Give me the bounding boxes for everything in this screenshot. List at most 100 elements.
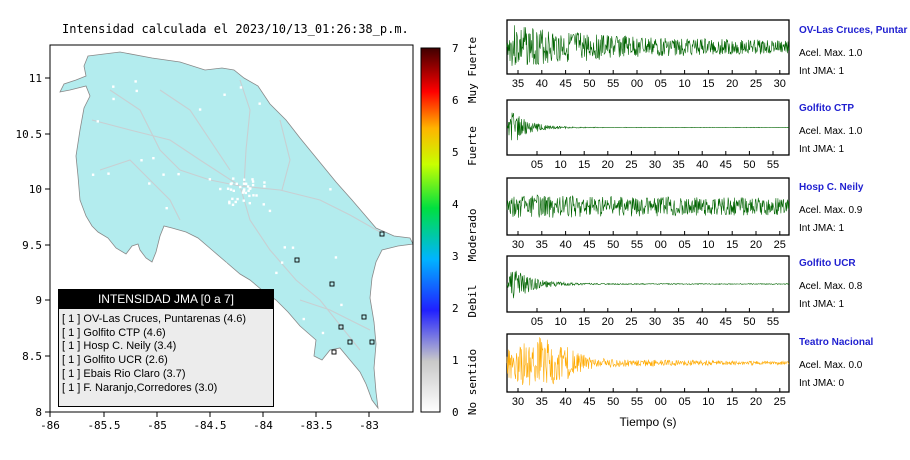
town-dot bbox=[243, 188, 246, 191]
station-jma-2: Int JMA: 1 bbox=[799, 223, 845, 234]
town-dot bbox=[96, 120, 99, 123]
map-y-tick-label: 9 bbox=[35, 294, 42, 307]
town-dot bbox=[232, 177, 235, 180]
map-y-tick-label: 10 bbox=[29, 183, 42, 196]
station-markers bbox=[294, 231, 385, 355]
seismogram-tick-label: 05 bbox=[531, 159, 543, 171]
seismogram-tick-label: 35 bbox=[672, 159, 684, 171]
town-dot bbox=[239, 86, 243, 89]
seismogram-tick-label: 20 bbox=[602, 316, 614, 328]
seismogram-tick-label: 15 bbox=[578, 159, 590, 171]
station-acel-2: Acel. Max. 0.9 bbox=[799, 205, 863, 216]
map-y-tick-label: 8.5 bbox=[22, 350, 42, 363]
town-dot bbox=[262, 203, 265, 206]
seismogram-tick-label: 20 bbox=[726, 78, 738, 90]
legend-item: [ 1 ] Ebais Rio Claro (3.7) bbox=[62, 367, 186, 380]
seismogram-tick-label: 45 bbox=[583, 239, 595, 251]
colorbar-tick-label: 1 bbox=[452, 354, 459, 367]
town-dot bbox=[148, 182, 151, 185]
town-dot bbox=[334, 256, 338, 259]
town-dot bbox=[231, 203, 235, 206]
town-dot bbox=[248, 201, 252, 205]
town-dot bbox=[258, 102, 261, 105]
town-dot bbox=[252, 194, 255, 197]
waveform-trace bbox=[506, 270, 790, 299]
colorbar-level-label: Moderado bbox=[466, 209, 479, 262]
legend-item: [ 1 ] Golfito CTP (4.6) bbox=[62, 326, 166, 339]
town-dot bbox=[239, 185, 242, 189]
seismogram-tick-label: 05 bbox=[678, 239, 690, 251]
seismogram-panels: 35 40 45 50 55 00 05 10 15 20 25 30 05 10 15 20 25 30 35 40… bbox=[506, 19, 790, 429]
station-acel-1: Acel. Max. 1.0 bbox=[799, 126, 863, 137]
seismogram-tick-label: 45 bbox=[559, 78, 571, 90]
seismogram-tick-label: 40 bbox=[559, 239, 571, 251]
town-dot bbox=[226, 187, 230, 190]
legend-header: INTENSIDAD JMA [0 a 7] bbox=[59, 290, 273, 309]
station-name-2: Hosp C. Neily bbox=[799, 182, 864, 193]
station-jma-0: Int JMA: 1 bbox=[799, 66, 845, 77]
seismogram-tick-label: 00 bbox=[655, 396, 667, 408]
seismogram-tick-label: 25 bbox=[774, 396, 786, 408]
seismogram-tick-label: 15 bbox=[702, 78, 714, 90]
town-dot bbox=[230, 182, 233, 185]
seismogram-tick-label: 05 bbox=[655, 78, 667, 90]
map-y-tick-label: 8 bbox=[35, 406, 42, 419]
town-dot bbox=[162, 279, 166, 282]
seismogram-tick-label: 10 bbox=[702, 396, 714, 408]
town-dot bbox=[280, 261, 284, 264]
seismogram-tick-label: 10 bbox=[554, 159, 566, 171]
town-dot bbox=[219, 187, 222, 191]
town-dot bbox=[91, 173, 95, 176]
colorbar-level-label: No sentido bbox=[466, 349, 479, 415]
town-dot bbox=[291, 246, 295, 249]
seismogram-tick-label: 45 bbox=[720, 159, 732, 171]
town-dot bbox=[198, 108, 202, 111]
seismogram-tick-label: 05 bbox=[531, 316, 543, 328]
seismogram-tick-label: 55 bbox=[631, 396, 643, 408]
town-dot bbox=[235, 182, 238, 186]
intensity-legend: INTENSIDAD JMA [0 a 7] [ 1 ] OV-Las Cruc… bbox=[58, 289, 274, 407]
town-dot bbox=[211, 272, 215, 275]
legend-item: [ 1 ] OV-Las Cruces, Puntarenas (4.6) bbox=[62, 313, 247, 325]
colorbar-level-label: Fuerte bbox=[466, 126, 479, 166]
seismogram-tick-label: 35 bbox=[672, 316, 684, 328]
seismogram-tick-label: 50 bbox=[743, 159, 755, 171]
seismogram-panel: 05 10 15 20 25 30 35 40 45 50 55 bbox=[506, 255, 790, 328]
seismogram-tick-label: 10 bbox=[702, 239, 714, 251]
station-jma-3: Int JMA: 1 bbox=[799, 299, 845, 310]
town-dot bbox=[228, 201, 231, 205]
seismogram-tick-label: 00 bbox=[655, 239, 667, 251]
colorbar-tick-label: 3 bbox=[452, 250, 459, 263]
colorbar-tick-label: 6 bbox=[452, 94, 459, 107]
seismogram-tick-label: 20 bbox=[602, 159, 614, 171]
town-dot bbox=[340, 303, 343, 307]
town-dot bbox=[263, 185, 266, 188]
town-dot bbox=[331, 148, 335, 152]
town-dot bbox=[275, 271, 278, 275]
town-dot bbox=[247, 189, 250, 193]
station-square bbox=[347, 339, 353, 345]
seismogram-tick-label: 55 bbox=[767, 159, 779, 171]
legend-item: [ 1 ] Golfito UCR (2.6) bbox=[62, 354, 168, 367]
town-dot bbox=[283, 246, 286, 249]
seismogram-tick-label: 50 bbox=[583, 78, 595, 90]
seismogram-tick-label: 30 bbox=[774, 78, 786, 90]
road-network bbox=[91, 79, 381, 351]
town-dot bbox=[302, 317, 305, 321]
map-y-tick-label: 10.5 bbox=[16, 128, 43, 141]
seismogram-panel: 35 40 45 50 55 00 05 10 15 20 25 30 bbox=[506, 19, 790, 90]
town-dot bbox=[241, 191, 245, 194]
station-acel-0: Acel. Max. 1.0 bbox=[799, 48, 863, 59]
town-dot bbox=[321, 331, 325, 335]
seismogram-tick-label: 00 bbox=[631, 78, 643, 90]
town-dot bbox=[303, 115, 306, 118]
seismogram-panel: 30 35 40 45 50 55 00 05 10 15 20 25 bbox=[506, 177, 790, 251]
town-dot bbox=[165, 206, 168, 210]
colorbar-level-label: Muy Fuerte bbox=[466, 37, 479, 103]
station-square bbox=[361, 314, 367, 320]
town-dot bbox=[208, 178, 212, 181]
town-dot bbox=[231, 197, 234, 201]
town-dot bbox=[242, 189, 245, 193]
map-frame bbox=[49, 44, 414, 413]
seismogram-tick-label: 45 bbox=[583, 396, 595, 408]
